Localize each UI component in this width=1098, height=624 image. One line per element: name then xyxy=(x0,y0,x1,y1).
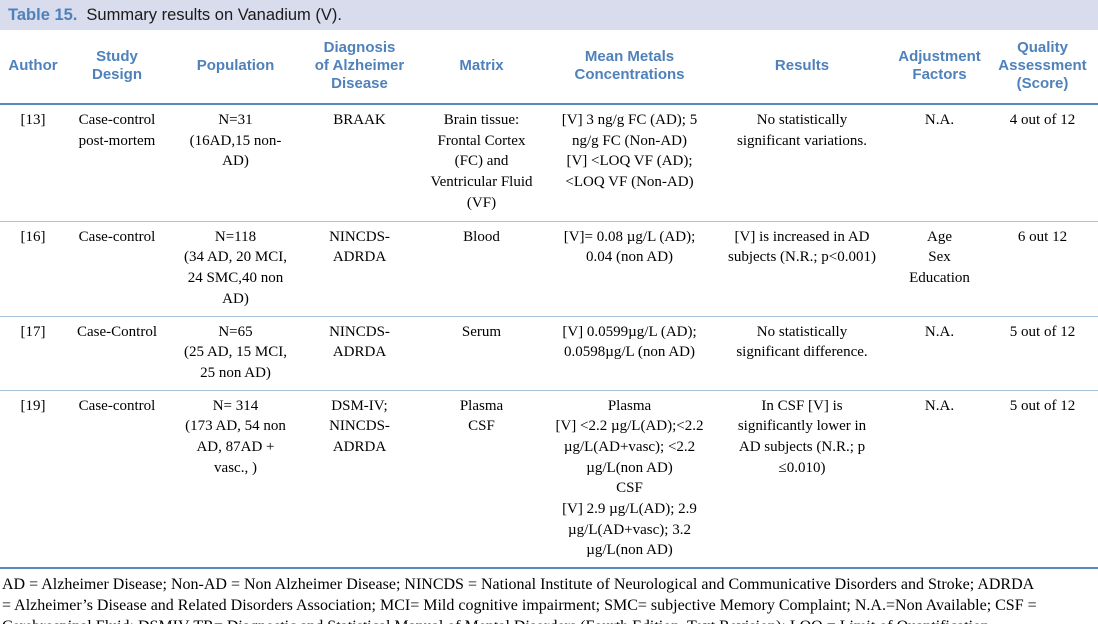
cell-adjustment: N.A. xyxy=(924,112,955,128)
cell-study-design: Case-Control xyxy=(77,323,157,340)
cell-quality: 5 out of 12 xyxy=(1009,323,1076,340)
column-header-study-design: Study Design xyxy=(66,30,168,105)
column-header-author: Author xyxy=(0,30,66,105)
cell-study-design: Case-control xyxy=(78,397,156,414)
cell-matrix: Plasma CSF xyxy=(459,397,504,435)
column-header-diagnosis: Diagnosis of Alzheimer Disease xyxy=(303,30,416,105)
cell-population: N=65 (25 AD, 15 MCI, 25 non AD) xyxy=(184,323,287,381)
cell-author: [16] xyxy=(20,228,46,245)
cell-author: [17] xyxy=(20,323,46,340)
cell-study-design: Case-control post-mortem xyxy=(78,112,156,149)
cell-matrix: Serum xyxy=(461,323,502,340)
table-caption-bar: Table 15. Summary results on Vanadium (V… xyxy=(0,0,1098,30)
column-header-population: Population xyxy=(168,30,303,105)
cell-concentrations: Plasma [V] <2.2 µg/L(AD);<2.2 µg/L(AD+va… xyxy=(555,397,704,559)
table-row: [19] Case-control N= 314 (173 AD, 54 non… xyxy=(0,390,1098,569)
cell-diagnosis: NINCDS- ADRDA xyxy=(329,228,390,266)
table-row: [16] Case-control N=118 (34 AD, 20 MCI, … xyxy=(0,221,1098,316)
summary-table: Author Study Design Population Diagnosis… xyxy=(0,30,1098,569)
cell-adjustment: Age Sex Education xyxy=(909,228,970,286)
cell-diagnosis: NINCDS- ADRDA xyxy=(329,323,390,361)
cell-adjustment: N.A. xyxy=(924,397,955,414)
table-row: [17] Case-Control N=65 (25 AD, 15 MCI, 2… xyxy=(0,316,1098,391)
table-number-label: Table 15. xyxy=(8,5,78,24)
table-caption-text: Summary results on Vanadium (V). xyxy=(86,5,342,24)
cell-concentrations: [V]= 0.08 µg/L (AD); 0.04 (non AD) xyxy=(563,228,696,266)
cell-study-design: Case-control xyxy=(78,228,156,245)
cell-population: N=118 (34 AD, 20 MCI, 24 SMC,40 non AD) xyxy=(184,228,287,307)
header-row: Author Study Design Population Diagnosis… xyxy=(0,30,1098,105)
column-header-quality-assessment: Quality Assessment (Score) xyxy=(987,30,1098,105)
cell-quality: 5 out of 12 xyxy=(1009,397,1076,414)
cell-author: [19] xyxy=(20,397,46,414)
cell-author: [13] xyxy=(20,112,46,128)
cell-population: N=31 (16AD,15 non- AD) xyxy=(189,112,282,170)
column-header-results: Results xyxy=(712,30,892,105)
cell-adjustment: N.A. xyxy=(924,323,955,340)
table-row: [13] Case-control post-mortem N=31 (16AD… xyxy=(0,104,1098,221)
cell-population: N= 314 (173 AD, 54 non AD, 87AD + vasc.,… xyxy=(185,397,286,476)
column-header-matrix: Matrix xyxy=(416,30,547,105)
cell-quality: 6 out 12 xyxy=(1017,228,1068,245)
cell-diagnosis: BRAAK xyxy=(333,112,386,128)
column-header-concentrations: Mean Metals Concentrations xyxy=(547,30,712,105)
cell-matrix: Brain tissue: Frontal Cortex (FC) and Ve… xyxy=(430,112,533,211)
cell-results: In CSF [V] is significantly lower in AD … xyxy=(737,397,867,476)
cell-diagnosis: DSM-IV; NINCDS- ADRDA xyxy=(329,397,390,455)
cell-results: No statistically significant variations. xyxy=(737,112,867,149)
table-footnote: AD = Alzheimer Disease; Non-AD = Non Alz… xyxy=(2,576,1037,624)
cell-results: [V] is increased in AD subjects (N.R.; p… xyxy=(727,228,877,266)
cell-concentrations: [V] 3 ng/g FC (AD); 5 ng/g FC (Non-AD) [… xyxy=(561,112,698,191)
cell-results: No statistically significant difference. xyxy=(736,323,868,361)
cell-quality: 4 out of 12 xyxy=(1009,112,1076,128)
column-header-adjustment-factors: Adjustment Factors xyxy=(892,30,987,105)
cell-concentrations: [V] 0.0599µg/L (AD); 0.0598µg/L (non AD) xyxy=(562,323,697,361)
cell-matrix: Blood xyxy=(463,228,500,245)
